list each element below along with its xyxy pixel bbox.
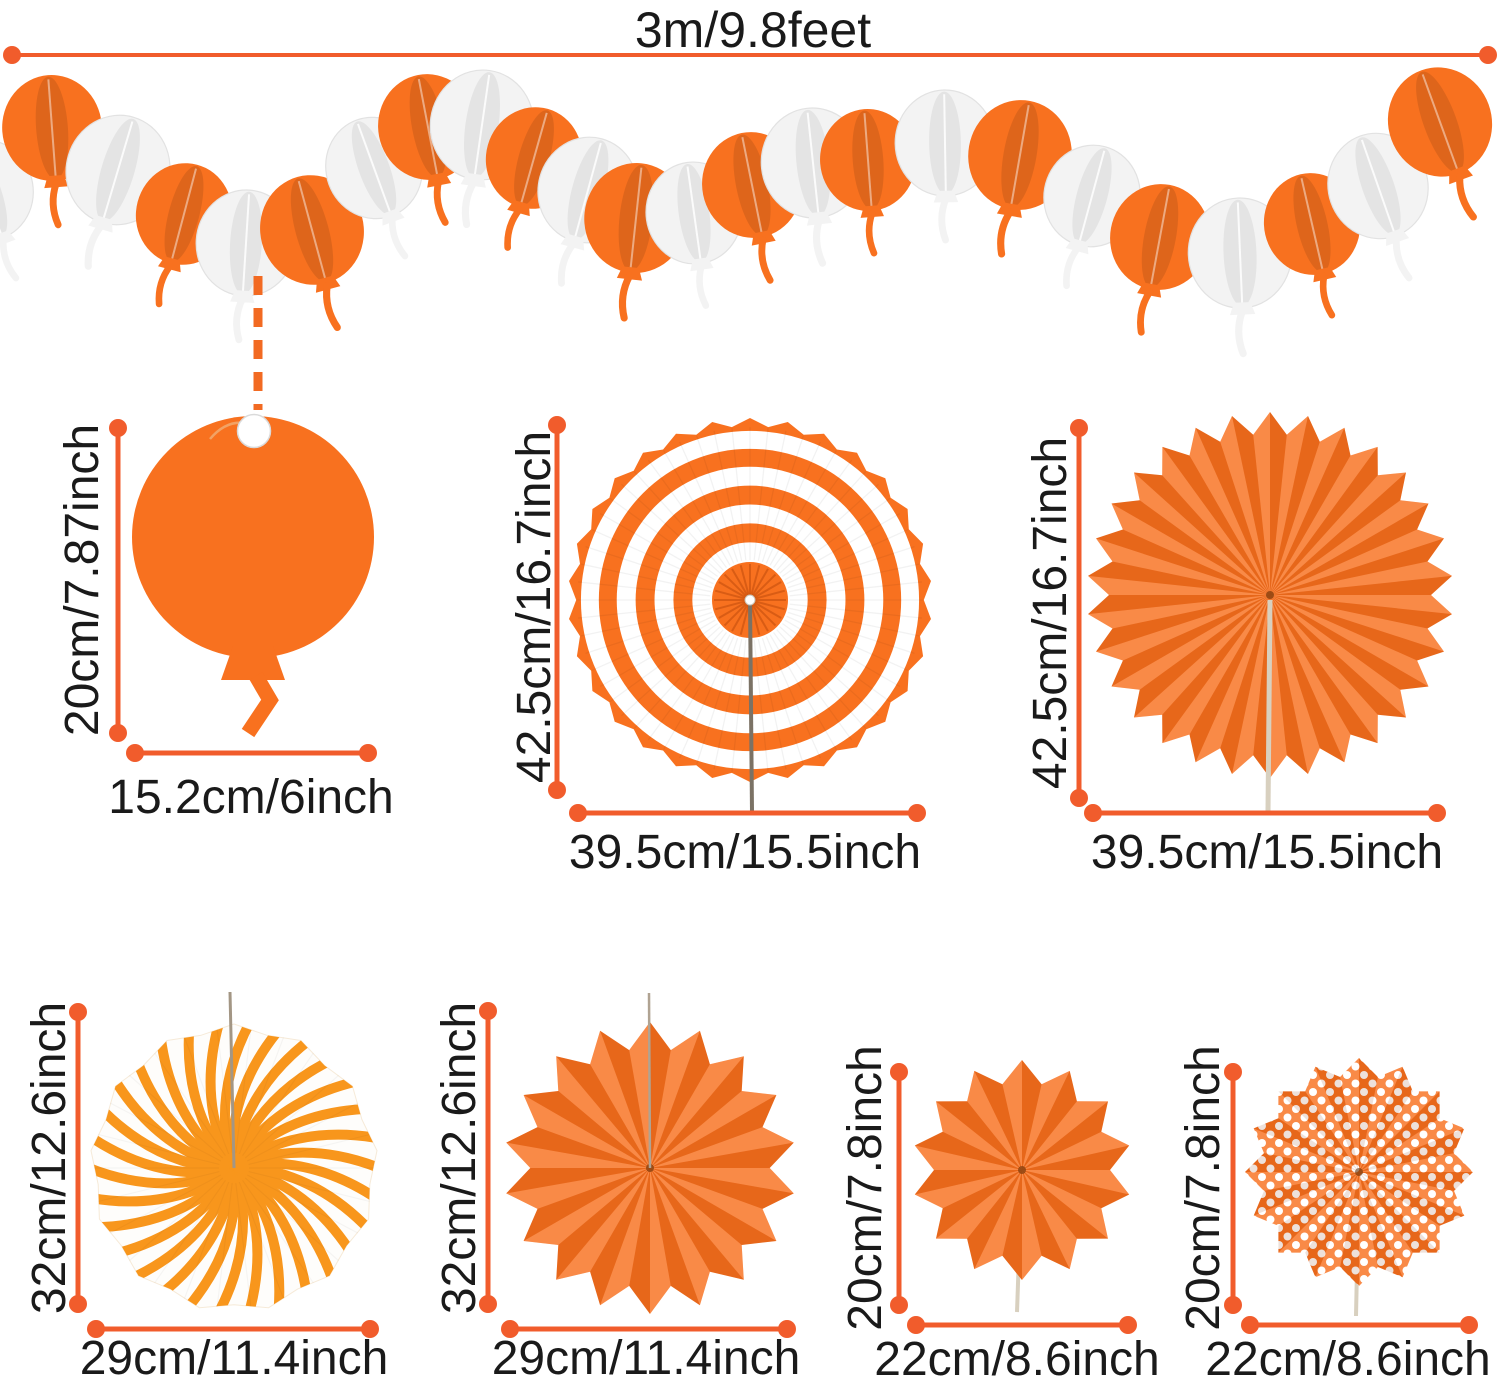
fan-swirl-width-label: 29cm/11.4inch <box>79 1332 389 1385</box>
banner-length-label: 3m/9.8feet <box>634 2 872 58</box>
garland-balloon-orange <box>1110 184 1210 336</box>
fan-stick <box>748 599 754 813</box>
garland-balloon-orange <box>1387 67 1493 221</box>
fan-swirl-height-label: 32cm/12.6inch <box>23 1001 76 1315</box>
fan-swirl-stripe <box>90 991 378 1309</box>
balloon-string-tag <box>236 413 272 449</box>
garland-balloon-orange <box>820 109 916 257</box>
fan-solid-small <box>914 1060 1130 1280</box>
balloon-garland <box>0 67 1493 358</box>
fan-solid-large-width-label: 39.5cm/15.5inch <box>1090 826 1444 879</box>
fan-hanging-string <box>228 991 236 1169</box>
balloon-width-label: 15.2cm/6inch <box>108 771 394 824</box>
fan-solid-medium-height-label: 32cm/12.6inch <box>433 1001 486 1315</box>
garland-balloon-white <box>1327 132 1429 282</box>
fan-hanging-string <box>647 992 652 1169</box>
fan-solid-large-height-label: 42.5cm/16.7inch <box>1024 436 1077 790</box>
fan-striped-width-label: 39.5cm/15.5inch <box>568 826 922 879</box>
fan-stick <box>1265 599 1273 813</box>
fan-solid-medium-width-label: 29cm/11.4inch <box>491 1332 801 1385</box>
balloon-height-label: 20cm/7.87inch <box>56 423 109 737</box>
fan-solid-large <box>1088 412 1452 778</box>
measurement-lines <box>3 46 1497 1338</box>
balloon-cutout-detail <box>132 413 374 738</box>
fan-polka-dot <box>1245 1058 1473 1286</box>
garland-balloon-orange <box>260 175 364 331</box>
fan-solid-small-height-label: 20cm/7.8inch <box>839 1045 892 1331</box>
fan-striped-bullseye <box>569 418 931 813</box>
fan-striped-height-label: 42.5cm/16.7inch <box>508 430 561 784</box>
fan-polka-width-label: 22cm/8.6inch <box>1205 1333 1491 1385</box>
fan-polka-height-label: 20cm/7.8inch <box>1177 1045 1230 1331</box>
fan-solid-small-width-label: 22cm/8.6inch <box>874 1333 1160 1385</box>
